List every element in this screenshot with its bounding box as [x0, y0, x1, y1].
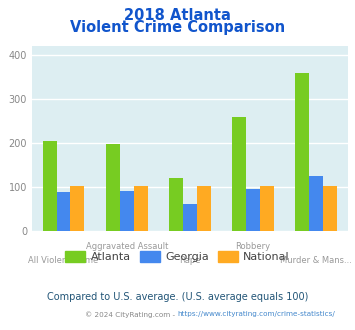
Bar [71, 186, 84, 231]
Bar [56, 192, 71, 231]
Bar [134, 186, 148, 231]
Bar [106, 144, 120, 231]
Bar [232, 117, 246, 231]
Text: Aggravated Assault: Aggravated Assault [86, 242, 168, 251]
Bar [323, 186, 337, 231]
Text: © 2024 CityRating.com -: © 2024 CityRating.com - [85, 311, 178, 317]
Text: 2018 Atlanta: 2018 Atlanta [124, 8, 231, 23]
Bar [246, 189, 260, 231]
Text: All Violent Crime: All Violent Crime [28, 256, 99, 265]
Text: Robbery: Robbery [236, 242, 271, 251]
Text: Murder & Mans...: Murder & Mans... [280, 256, 352, 265]
Text: Violent Crime Comparison: Violent Crime Comparison [70, 20, 285, 35]
Bar [309, 176, 323, 231]
Bar [183, 204, 197, 231]
Bar [120, 191, 134, 231]
Legend: Atlanta, Georgia, National: Atlanta, Georgia, National [61, 247, 294, 267]
Bar [43, 141, 56, 231]
Bar [295, 74, 309, 231]
Text: Rape: Rape [179, 256, 201, 265]
Text: https://www.cityrating.com/crime-statistics/: https://www.cityrating.com/crime-statist… [178, 311, 335, 317]
Bar [197, 186, 211, 231]
Bar [169, 178, 183, 231]
Bar [260, 186, 274, 231]
Text: Compared to U.S. average. (U.S. average equals 100): Compared to U.S. average. (U.S. average … [47, 292, 308, 302]
